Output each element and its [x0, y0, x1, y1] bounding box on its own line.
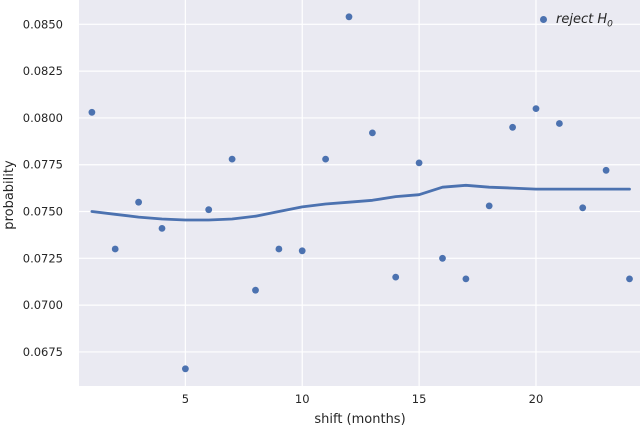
scatter-point [322, 155, 329, 163]
scatter-point [88, 108, 96, 116]
scatter-point [182, 365, 189, 373]
scatter-point [602, 166, 610, 174]
scatter-point [369, 129, 376, 137]
x-tick-label: 5 [182, 392, 189, 406]
plot-area [79, 0, 640, 386]
scatter-point [228, 155, 236, 163]
scatter-point [275, 245, 283, 253]
y-tick-label: 0.0775 [23, 158, 63, 172]
scatter-point [415, 159, 423, 167]
legend-marker-icon [540, 16, 547, 23]
scatter-point [626, 275, 633, 283]
legend: reject H0 [540, 12, 613, 30]
y-axis-label: probability [2, 160, 17, 230]
x-tick-label: 15 [412, 392, 427, 406]
x-tick-label: 10 [295, 392, 310, 406]
scatter-point [345, 13, 353, 21]
scatter-point [579, 204, 587, 212]
scatter-point [158, 225, 166, 232]
y-tick-label: 0.0825 [23, 64, 63, 78]
scatter-point [462, 275, 470, 283]
scatter-point [439, 254, 446, 262]
scatter-point [485, 202, 493, 210]
scatter-point [111, 245, 119, 253]
y-tick-label: 0.0675 [23, 345, 63, 359]
y-tick-label: 0.0700 [23, 298, 63, 312]
legend-label: reject H0 [556, 12, 613, 30]
scatter-point [509, 123, 516, 131]
y-tick-label: 0.0750 [23, 205, 63, 219]
trend-line [90, 183, 631, 222]
y-tick-label: 0.0800 [23, 111, 63, 125]
scatter-point [135, 198, 143, 206]
x-tick-label: 20 [529, 392, 544, 406]
scatter-point [298, 247, 306, 255]
scatter-point [532, 105, 540, 112]
scatter-point [392, 273, 400, 281]
scatter-point [252, 286, 259, 294]
y-tick-label: 0.0725 [23, 251, 63, 265]
y-tick-label: 0.0850 [23, 17, 63, 31]
scatter-point [205, 206, 213, 214]
x-axis-label: shift (months) [314, 412, 406, 427]
scatter-point [556, 120, 563, 127]
